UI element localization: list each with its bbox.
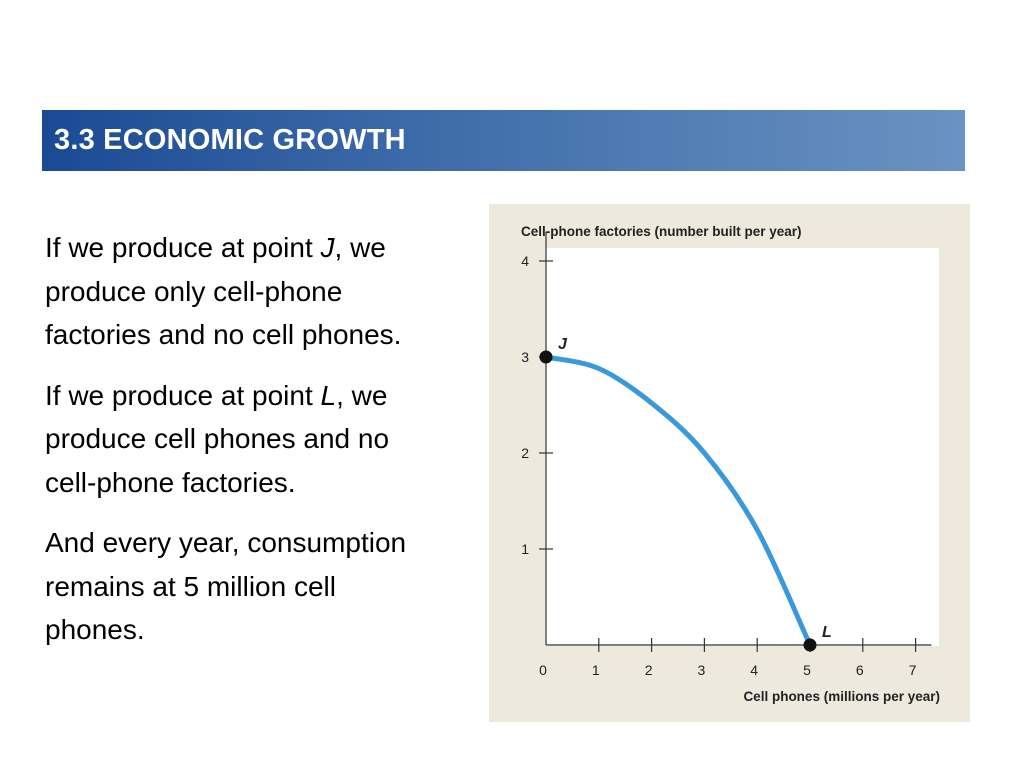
title-bar: 3.3 ECONOMIC GROWTH: [42, 110, 965, 171]
ppf-chart: Cell-phone factories (number built per y…: [521, 224, 940, 704]
y-tick-label: 1: [521, 541, 529, 557]
x-tick-label: 2: [645, 662, 653, 678]
paragraph-point-j: If we produce at point J, we produce onl…: [45, 226, 425, 357]
paragraph-text-before: And every year, consumption remains at 5…: [45, 527, 407, 645]
x-tick-label: 4: [750, 662, 758, 678]
point-marker-l: [803, 638, 817, 652]
chart-panel: Cell-phone factories (number built per y…: [489, 204, 970, 722]
y-tick-label: 3: [521, 349, 529, 365]
point-label-l: L: [320, 379, 337, 411]
plot-area: [546, 248, 939, 646]
paragraph-text-after: , we produce only cell-phone factories a…: [45, 232, 402, 350]
paragraph-point-l: If we produce at point L, we produce cel…: [45, 374, 425, 505]
paragraph-text-before: If we produce at point: [45, 379, 321, 411]
point-label-l: L: [822, 624, 832, 641]
x-tick-label: 6: [856, 662, 864, 678]
paragraph-text-after: , we produce cell phones and no cell-pho…: [45, 379, 390, 498]
point-marker-j: [539, 350, 553, 364]
ppf-curve: [543, 354, 813, 648]
y-tick-label: 2: [521, 445, 529, 461]
slide-title: 3.3 ECONOMIC GROWTH: [54, 124, 406, 156]
x-tick-label: 1: [592, 662, 600, 678]
paragraph-consumption: And every year, consumption remains at 5…: [45, 521, 425, 652]
y-tick-label: 4: [521, 253, 529, 269]
point-label-j: J: [558, 336, 568, 353]
body-text: If we produce at point J, we produce onl…: [45, 226, 425, 669]
x-axis-label: Cell phones (millions per year): [743, 689, 940, 704]
x-tick-label: 0: [539, 662, 547, 678]
point-label-j: J: [320, 232, 335, 263]
paragraph-text-before: If we produce at point: [45, 232, 321, 263]
x-tick-label: 7: [909, 662, 917, 678]
y-axis-label: Cell-phone factories (number built per y…: [521, 224, 802, 239]
x-tick-label: 3: [698, 662, 706, 678]
x-tick-label: 5: [803, 662, 811, 678]
